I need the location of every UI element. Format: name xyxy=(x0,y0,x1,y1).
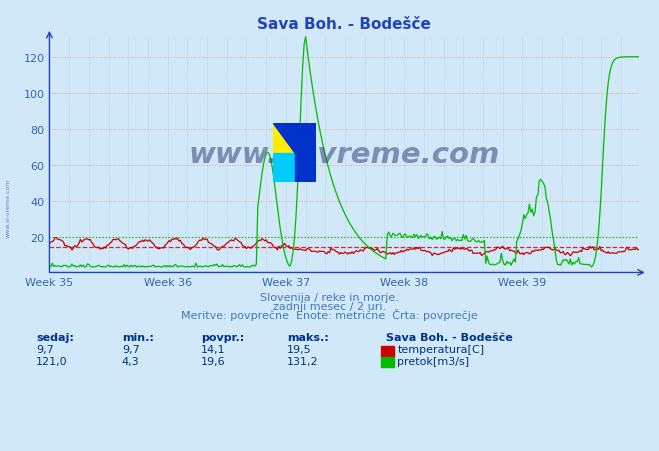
Text: 14,1: 14,1 xyxy=(201,345,225,354)
Text: 9,7: 9,7 xyxy=(122,345,140,354)
Text: www.si-vreme.com: www.si-vreme.com xyxy=(5,178,11,237)
Text: 4,3: 4,3 xyxy=(122,356,140,366)
Text: Slovenija / reke in morje.: Slovenija / reke in morje. xyxy=(260,292,399,302)
Text: temperatura[C]: temperatura[C] xyxy=(397,345,484,354)
Text: 19,5: 19,5 xyxy=(287,345,311,354)
Text: 19,6: 19,6 xyxy=(201,356,225,366)
Polygon shape xyxy=(295,124,316,183)
Text: min.:: min.: xyxy=(122,332,154,342)
Text: Meritve: povprečne  Enote: metrične  Črta: povprečje: Meritve: povprečne Enote: metrične Črta:… xyxy=(181,308,478,320)
Text: 121,0: 121,0 xyxy=(36,356,68,366)
Text: sedaj:: sedaj: xyxy=(36,332,74,342)
Bar xyxy=(273,124,295,153)
Text: pretok[m3/s]: pretok[m3/s] xyxy=(397,356,469,366)
Text: zadnji mesec / 2 uri.: zadnji mesec / 2 uri. xyxy=(273,301,386,311)
Text: 9,7: 9,7 xyxy=(36,345,54,354)
Text: povpr.:: povpr.: xyxy=(201,332,244,342)
Text: 131,2: 131,2 xyxy=(287,356,318,366)
Text: Sava Boh. - Bodešče: Sava Boh. - Bodešče xyxy=(386,332,512,342)
Text: www.si-vreme.com: www.si-vreme.com xyxy=(188,141,500,168)
Title: Sava Boh. - Bodešče: Sava Boh. - Bodešče xyxy=(258,17,431,32)
Polygon shape xyxy=(273,124,316,183)
Text: maks.:: maks.: xyxy=(287,332,328,342)
Bar xyxy=(273,153,295,183)
